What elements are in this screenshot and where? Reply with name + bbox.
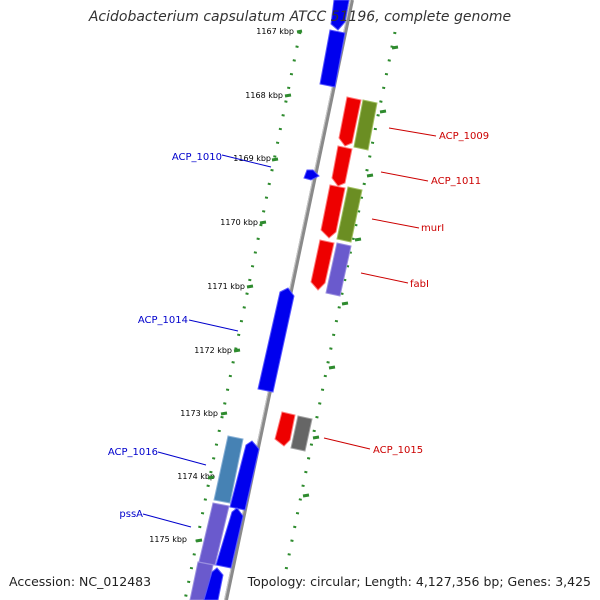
ruler-tick — [354, 237, 362, 242]
gene-arrow-red[interactable] — [274, 411, 296, 447]
topology-text: Topology: circular; Length: 4,127,356 bp… — [247, 574, 591, 589]
callout-line — [142, 513, 192, 528]
ruler-label: 1174 kbp — [177, 472, 215, 481]
ruler-label: 1175 kbp — [149, 535, 187, 544]
ruler-tick — [259, 220, 267, 225]
ruler: 1167 kbp 1168 kbp 1169 kbp 1170 kbp 1171… — [149, 27, 294, 544]
ruler-tick — [207, 475, 215, 480]
gene-arrow-olive[interactable] — [353, 99, 378, 151]
callout-line — [371, 218, 420, 229]
callout-line — [380, 171, 429, 182]
gene-arrow-blue[interactable] — [330, 0, 350, 31]
ruler-label: 1173 kbp — [180, 409, 218, 418]
callout-line — [157, 451, 207, 466]
page-title: Acidobacterium capsulatum ATCC 51196, co… — [88, 9, 512, 25]
gene-label-fabI[interactable]: fabI — [410, 279, 429, 290]
gene-label-murI[interactable]: murI — [421, 223, 444, 234]
ruler-tick — [233, 348, 241, 353]
gene-arrow-blue[interactable] — [203, 567, 224, 600]
gene-arrow-blue[interactable] — [319, 29, 346, 88]
gene-arrow-blue[interactable] — [229, 440, 260, 511]
ruler-label: 1170 kbp — [220, 218, 258, 227]
ruler-tick — [312, 435, 320, 440]
ruler-tick — [366, 173, 374, 178]
gene-arrow-red[interactable] — [331, 145, 353, 187]
ruler-label: 1167 kbp — [256, 27, 294, 36]
gene-arrow-olive[interactable] — [336, 186, 363, 243]
gene-arrow-blue[interactable] — [303, 169, 320, 181]
gene-arrow-blue[interactable] — [215, 507, 244, 569]
accession-text: Accession: NC_012483 — [9, 574, 152, 589]
ruler-label: 1168 kbp — [245, 91, 283, 100]
ruler-tick — [379, 109, 387, 114]
gene-label-ACP_1011[interactable]: ACP_1011 — [431, 176, 481, 187]
ruler-major-ticks — [195, 29, 399, 543]
forward-genes — [189, 0, 350, 600]
ruler-tick — [246, 284, 254, 289]
reverse-callouts: ACP_1009 ACP_1011 murI fabI ACP_1015 — [323, 127, 489, 456]
gene-arrow-gray[interactable] — [290, 415, 313, 452]
gene-arrow-red[interactable] — [320, 184, 346, 239]
reverse-genes — [274, 96, 378, 452]
ruler-tick — [195, 538, 203, 543]
gene-label-ACP_1014[interactable]: ACP_1014 — [138, 315, 188, 326]
ruler-tick — [341, 301, 349, 306]
callout-line — [323, 437, 371, 450]
gene-arrow-slate[interactable] — [325, 242, 352, 297]
gene-label-ACP_1009[interactable]: ACP_1009 — [439, 131, 489, 142]
ruler-label: 1171 kbp — [207, 282, 245, 291]
gene-label-ACP_1015[interactable]: ACP_1015 — [373, 445, 423, 456]
callout-line — [388, 127, 437, 137]
ruler-tick — [271, 157, 279, 162]
forward-callouts: ACP_1010 ACP_1014 ACP_1016 pssA — [108, 152, 272, 528]
callout-line — [360, 272, 409, 284]
ruler-label: 1169 kbp — [233, 154, 271, 163]
ruler-tick — [302, 493, 310, 498]
ruler-label: 1172 kbp — [194, 346, 232, 355]
ruler-tick — [284, 93, 292, 98]
right-tick-track — [283, 31, 397, 576]
gene-arrow-red[interactable] — [310, 239, 335, 291]
gene-label-ACP_1010[interactable]: ACP_1010 — [172, 152, 222, 163]
ruler-tick — [220, 411, 228, 416]
ruler-tick — [391, 45, 399, 50]
gene-arrow-steel[interactable] — [213, 435, 244, 504]
gene-label-pssA[interactable]: pssA — [119, 509, 143, 520]
gene-arrow-red[interactable] — [338, 96, 362, 147]
gene-arrow-slate[interactable] — [198, 502, 230, 566]
callout-line — [188, 319, 239, 332]
callout-line — [221, 154, 272, 168]
ruler-tick — [328, 365, 336, 370]
ruler-tick — [296, 29, 303, 34]
gene-label-ACP_1016[interactable]: ACP_1016 — [108, 447, 158, 458]
gene-arrow-blue[interactable] — [257, 287, 295, 393]
